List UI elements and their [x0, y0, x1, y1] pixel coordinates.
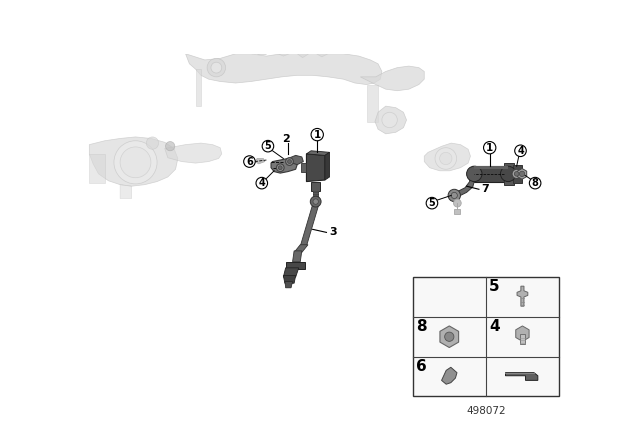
- Circle shape: [256, 177, 268, 189]
- Polygon shape: [474, 166, 508, 181]
- Polygon shape: [278, 54, 289, 56]
- Polygon shape: [454, 209, 460, 214]
- Circle shape: [147, 137, 159, 149]
- Polygon shape: [255, 159, 265, 164]
- Polygon shape: [294, 245, 308, 252]
- Text: 5: 5: [489, 280, 500, 294]
- Polygon shape: [440, 326, 459, 348]
- Circle shape: [278, 166, 282, 170]
- Polygon shape: [307, 154, 325, 181]
- Circle shape: [287, 159, 291, 164]
- Circle shape: [382, 112, 397, 128]
- Polygon shape: [474, 166, 508, 169]
- Circle shape: [120, 147, 151, 178]
- Circle shape: [166, 142, 175, 151]
- Text: 4: 4: [259, 178, 265, 188]
- Polygon shape: [120, 185, 132, 198]
- Polygon shape: [325, 152, 330, 180]
- Polygon shape: [367, 85, 378, 121]
- Polygon shape: [285, 262, 305, 269]
- Text: 3: 3: [330, 228, 337, 237]
- Polygon shape: [307, 151, 330, 155]
- Text: 4: 4: [489, 319, 500, 334]
- Text: 1: 1: [314, 129, 321, 140]
- Circle shape: [440, 152, 452, 165]
- Circle shape: [529, 177, 541, 189]
- Text: 8: 8: [416, 319, 426, 334]
- Polygon shape: [314, 191, 318, 200]
- Circle shape: [426, 198, 438, 209]
- Polygon shape: [504, 163, 515, 185]
- Polygon shape: [90, 154, 105, 183]
- Circle shape: [244, 156, 255, 168]
- Polygon shape: [196, 69, 201, 106]
- Text: 6: 6: [246, 156, 253, 167]
- Circle shape: [445, 332, 454, 341]
- Polygon shape: [284, 268, 299, 277]
- Circle shape: [285, 158, 293, 165]
- Polygon shape: [288, 155, 303, 165]
- Circle shape: [311, 129, 323, 141]
- Circle shape: [313, 199, 318, 204]
- Text: 6: 6: [416, 359, 426, 374]
- Circle shape: [310, 196, 321, 207]
- Polygon shape: [285, 282, 292, 288]
- Circle shape: [451, 192, 458, 198]
- Circle shape: [484, 142, 496, 154]
- Text: 498072: 498072: [466, 405, 506, 416]
- Polygon shape: [311, 181, 320, 191]
- Circle shape: [515, 145, 526, 156]
- Text: 5: 5: [264, 141, 271, 151]
- Polygon shape: [186, 52, 382, 85]
- Polygon shape: [517, 286, 528, 306]
- Circle shape: [448, 189, 460, 202]
- Polygon shape: [516, 326, 529, 341]
- Polygon shape: [297, 54, 308, 58]
- Circle shape: [515, 172, 519, 176]
- Circle shape: [435, 148, 456, 169]
- Polygon shape: [292, 251, 302, 262]
- Circle shape: [276, 164, 284, 172]
- Text: 1: 1: [486, 143, 493, 153]
- Polygon shape: [513, 165, 522, 183]
- Circle shape: [519, 171, 525, 177]
- Circle shape: [262, 140, 274, 152]
- Circle shape: [467, 166, 482, 181]
- Circle shape: [512, 169, 521, 178]
- Text: 5: 5: [429, 198, 435, 208]
- Polygon shape: [442, 367, 457, 384]
- Polygon shape: [271, 159, 297, 173]
- Polygon shape: [316, 54, 328, 57]
- Circle shape: [454, 199, 461, 207]
- Circle shape: [500, 166, 516, 181]
- Polygon shape: [360, 66, 424, 91]
- Polygon shape: [284, 276, 296, 283]
- Text: 8: 8: [532, 178, 539, 188]
- Polygon shape: [424, 143, 470, 171]
- Polygon shape: [452, 176, 476, 197]
- Polygon shape: [506, 373, 538, 380]
- Bar: [413, 277, 559, 396]
- Polygon shape: [375, 106, 406, 134]
- Circle shape: [207, 58, 225, 77]
- Polygon shape: [300, 205, 319, 246]
- Polygon shape: [517, 168, 527, 179]
- Text: 4: 4: [517, 146, 524, 156]
- Circle shape: [114, 141, 157, 184]
- Text: 2: 2: [282, 134, 289, 144]
- Text: 7: 7: [481, 184, 489, 194]
- Polygon shape: [90, 137, 178, 186]
- Polygon shape: [520, 334, 525, 345]
- Polygon shape: [301, 163, 307, 172]
- Polygon shape: [164, 143, 221, 163]
- Circle shape: [211, 62, 221, 73]
